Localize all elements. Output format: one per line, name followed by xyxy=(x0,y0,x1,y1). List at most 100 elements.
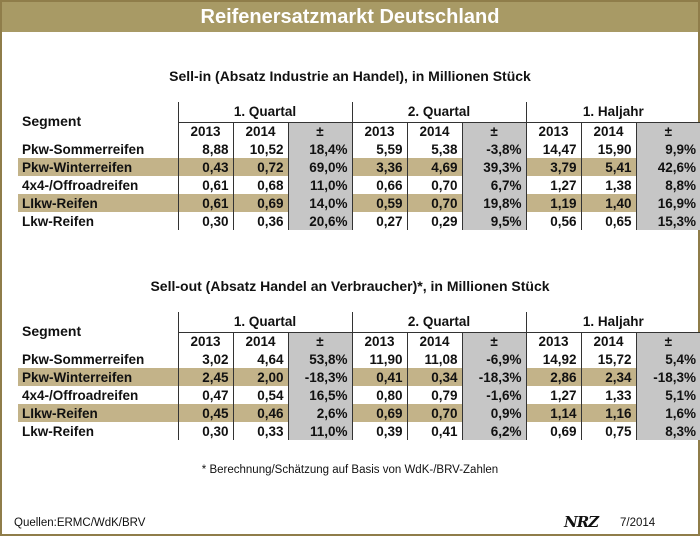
table-row: Lkw-Reifen 0,30 0,36 20,6% 0,27 0,29 9,5% 0,56 0… xyxy=(18,212,700,230)
year-header-2013: 2013 xyxy=(525,121,582,140)
table-row: 4x4-/Offroadreifen 0,47 0,54 16,5% 0,80 0,79-… xyxy=(18,386,700,404)
value-cell: 0,70 xyxy=(406,404,463,422)
year-header-2014: 2014 xyxy=(580,331,637,350)
value-cell: 6,7% xyxy=(461,176,527,194)
value-cell: 3,79 xyxy=(525,158,582,176)
value-cell: 2,86 xyxy=(525,368,582,386)
year-header-2014: 2014 xyxy=(406,121,463,140)
table-row: Pkw-Sommerreifen 3,02 4,64 53,8% 11,90 11,08-… xyxy=(18,350,700,368)
value-cell: 6,2% xyxy=(461,422,527,440)
value-cell: -18,3% xyxy=(287,368,353,386)
value-cell: 0,80 xyxy=(351,386,408,404)
value-cell: 8,3% xyxy=(635,422,700,440)
value-cell: 0,41 xyxy=(351,368,408,386)
value-cell: 1,14 xyxy=(525,404,582,422)
value-cell: 5,59 xyxy=(351,140,408,158)
value-cell: 0,54 xyxy=(232,386,288,404)
value-cell: 10,52 xyxy=(232,140,288,158)
period-header-q1: 1. Quartal xyxy=(177,312,353,332)
value-cell: 0,29 xyxy=(406,212,463,230)
table-row: Pkw-Winterreifen 0,43 0,72 69,0% 3,36 4,69 39,… xyxy=(18,158,700,176)
value-cell: 4,64 xyxy=(232,350,288,368)
value-cell: -3,8% xyxy=(461,140,527,158)
value-cell: 0,61 xyxy=(177,176,233,194)
segment-label: Lkw-Reifen xyxy=(22,213,95,229)
value-cell: 2,6% xyxy=(287,404,353,422)
value-cell: 0,65 xyxy=(580,212,637,230)
value-cell: 1,33 xyxy=(580,386,637,404)
change-header: ± xyxy=(635,331,700,350)
value-cell: 69,0% xyxy=(287,158,353,176)
value-cell: 42,6% xyxy=(635,158,700,176)
value-cell: 18,4% xyxy=(287,140,353,158)
year-header-2013: 2013 xyxy=(177,331,233,350)
value-cell: 0,75 xyxy=(580,422,637,440)
value-cell: 0,36 xyxy=(232,212,288,230)
publisher-logo: NRZ xyxy=(564,513,599,531)
period-header-h1: 1. Haljahr xyxy=(525,312,700,332)
table-row: Pkw-Sommerreifen 8,88 10,52 18,4% 5,59 5,38 -3… xyxy=(18,140,700,158)
value-cell: 0,70 xyxy=(406,176,463,194)
value-cell: 0,47 xyxy=(177,386,233,404)
year-header-2013: 2013 xyxy=(525,331,582,350)
table-row: Pkw-Winterreifen 2,45 2,00 -18,3% 0,41 0,34 -1… xyxy=(18,368,700,386)
value-cell: 1,6% xyxy=(635,404,700,422)
value-cell: 14,47 xyxy=(525,140,582,158)
value-cell: 0,30 xyxy=(177,422,233,440)
period-header-q1: 1. Quartal xyxy=(177,102,353,122)
value-cell: 0,27 xyxy=(351,212,408,230)
value-cell: 11,0% xyxy=(287,176,353,194)
value-cell: 20,6% xyxy=(287,212,353,230)
segment-header: Segment xyxy=(22,323,82,339)
value-cell: 0,70 xyxy=(406,194,463,212)
value-cell: 0,79 xyxy=(406,386,463,404)
value-cell: 0,34 xyxy=(406,368,463,386)
sellin-table: Segment 1. Quartal 2. Quartal 1. Haljahr 201… xyxy=(18,102,700,230)
segment-header: Segment xyxy=(22,113,82,129)
value-cell: 1,19 xyxy=(525,194,582,212)
value-cell: 0,56 xyxy=(525,212,582,230)
value-cell: -18,3% xyxy=(461,368,527,386)
value-cell: 2,45 xyxy=(177,368,233,386)
value-cell: 3,36 xyxy=(351,158,408,176)
value-cell: 39,3% xyxy=(461,158,527,176)
value-cell: 0,39 xyxy=(351,422,408,440)
segment-label: Pkw-Sommerreifen xyxy=(22,141,145,157)
segment-label: LIkw-Reifen xyxy=(18,194,178,212)
value-cell: 3,02 xyxy=(177,350,233,368)
page-title: Reifenersatzmarkt Deutschland xyxy=(2,2,698,32)
period-header-q2: 2. Quartal xyxy=(351,102,527,122)
value-cell: 0,30 xyxy=(177,212,233,230)
footnote: * Berechnung/Schätzung auf Basis von WdK… xyxy=(201,464,499,476)
change-header: ± xyxy=(461,331,527,350)
value-cell: 11,08 xyxy=(406,350,463,368)
value-cell: 0,66 xyxy=(351,176,408,194)
value-cell: 0,69 xyxy=(351,404,408,422)
segment-label: 4x4-/Offroadreifen xyxy=(22,387,139,403)
table-row: LIkw-Reifen 0,61 0,69 14,0% 0,59 0,70 19,8% 1,1… xyxy=(18,194,700,212)
value-cell: 8,88 xyxy=(177,140,233,158)
segment-label: Pkw-Winterreifen xyxy=(18,368,178,386)
value-cell: 1,40 xyxy=(580,194,637,212)
value-cell: 53,8% xyxy=(287,350,353,368)
value-cell: 0,9% xyxy=(461,404,527,422)
value-cell: 5,1% xyxy=(635,386,700,404)
value-cell: -18,3% xyxy=(635,368,700,386)
value-cell: 1,38 xyxy=(580,176,637,194)
segment-label: Pkw-Sommerreifen xyxy=(22,351,145,367)
change-header: ± xyxy=(635,121,700,140)
value-cell: 1,27 xyxy=(525,386,582,404)
period-header-h1: 1. Haljahr xyxy=(525,102,700,122)
value-cell: 0,69 xyxy=(525,422,582,440)
segment-label: LIkw-Reifen xyxy=(18,404,178,422)
value-cell: 11,90 xyxy=(351,350,408,368)
value-cell: 14,0% xyxy=(287,194,353,212)
segment-label: Lkw-Reifen xyxy=(22,423,95,439)
value-cell: -1,6% xyxy=(461,386,527,404)
value-cell: 0,61 xyxy=(177,194,233,212)
value-cell: 0,68 xyxy=(232,176,288,194)
value-cell: 5,38 xyxy=(406,140,463,158)
segment-label: Pkw-Winterreifen xyxy=(18,158,178,176)
table-row: Lkw-Reifen 0,30 0,33 11,0% 0,39 0,41 6,2% 0,69 0… xyxy=(18,422,700,440)
value-cell: 15,3% xyxy=(635,212,700,230)
